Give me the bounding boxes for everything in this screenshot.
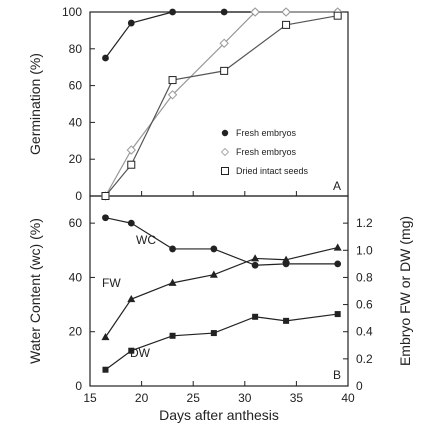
series-dw-point [252,313,259,320]
series-wc-point [127,219,135,227]
x-tick-label: 20 [135,391,149,405]
series-dried-seeds-point [282,20,291,29]
series-fw-point [127,294,136,303]
series-fw-point [333,243,342,251]
series-dw-line [105,313,338,371]
series-fw-point [251,254,260,262]
y-tick-label-water-content: 0 [75,379,82,393]
x-tick-label: 30 [238,391,252,405]
x-tick-label: 35 [290,391,304,405]
x-tick-label: 40 [341,391,355,405]
y2-tick-label-embryo-weight: 0.8 [356,270,373,284]
y-tick-label-water-content: 40 [69,270,83,284]
y-axis-label-germination: Germination (%) [27,53,43,155]
series-label-wc: WC [136,233,156,247]
series-wc-point [334,260,342,268]
legend-label-fresh-embryos-2: Fresh embryos [236,147,297,157]
series-fresh-embryos-open-point [126,145,136,155]
y-tick-label-germination: 0 [75,189,82,203]
data-markers [100,7,343,373]
series-fw-line [104,246,338,338]
series-dried-seeds-point [127,160,136,169]
y2-tick-label-embryo-weight: 0.6 [356,298,373,312]
x-tick-label: 15 [83,391,97,405]
y2-tick-label-embryo-weight: 0.2 [356,352,373,366]
y2-axis-label-embryo-weight: Embryo FW or DW (mg) [397,216,413,366]
legend-marker-square [221,167,229,175]
y2-tick-label-embryo-weight: 0.4 [356,325,373,339]
series-fw-point [282,255,291,263]
y-tick-label-water-content: 20 [69,325,83,339]
x-axis-label: Days after anthesis [159,407,279,423]
series-wc-point [169,245,176,253]
series-dw-point [128,347,135,354]
y-tick-label-germination: 60 [69,79,83,93]
y2-tick-label-embryo-weight: 0 [356,379,363,393]
panel-label-b: B [333,368,341,382]
series-fw-point [101,332,110,341]
legend-marker-circle [221,129,229,137]
series-fresh-embryos-line [104,11,338,59]
y2-tick-label-embryo-weight: 1.2 [356,216,373,230]
series-fresh-embryos-open-point [167,90,178,100]
series-dw-point [334,311,341,318]
series-dw-point [283,317,290,324]
y2-tick-label-embryo-weight: 1.0 [356,243,373,257]
legend-marker-diamond [220,147,230,157]
series-dried-seeds-point [220,66,229,75]
series-fresh-embryos-point [169,8,176,16]
legend-label-fresh-embryos: Fresh embryos [236,128,297,138]
series-fresh-embryos-point [102,54,109,62]
legend-label-dried-seeds: Dried intact seeds [236,166,309,176]
legend-panel-a: Fresh embryos Fresh embryos Dried intact… [220,128,309,176]
series-wc-point [251,261,259,269]
y-tick-label-germination: 100 [62,5,82,19]
y-tick-label-germination: 40 [69,115,83,129]
x-tick-label: 25 [187,391,201,405]
series-fresh-embryos-point [127,19,135,27]
series-dried-seeds-line [105,15,338,197]
series-wc-point [210,245,218,253]
y-tick-label-germination: 80 [69,42,83,56]
series-lines [104,11,338,371]
series-label-fw: FW [102,276,121,290]
y-tick-label-water-content: 60 [69,216,83,230]
series-fresh-embryos-open-point [219,38,229,48]
y-axis-label-water-content: Water Content (wc) (%) [27,218,43,364]
axis-ticks: 15 20 25 30 35 40020406080100020406000.20.40.… [62,5,373,405]
series-fw-point [209,270,218,278]
panel-label-a: A [333,179,341,193]
series-fw-point [168,278,177,286]
series-dried-seeds-point [333,11,342,20]
series-wc-point [102,214,109,222]
y-tick-label-germination: 20 [69,152,83,166]
series-fresh-embryos-open-point [281,7,291,17]
series-dried-seeds-point [168,76,177,85]
series-dried-seeds-point [101,192,110,200]
series-dw-point [210,330,217,337]
series-fresh-embryos-point [220,8,228,16]
series-dw-point [169,332,176,339]
panel-b-frame [89,195,349,387]
series-dw-point [102,366,109,373]
series-fresh-embryos-open-point [250,7,260,17]
